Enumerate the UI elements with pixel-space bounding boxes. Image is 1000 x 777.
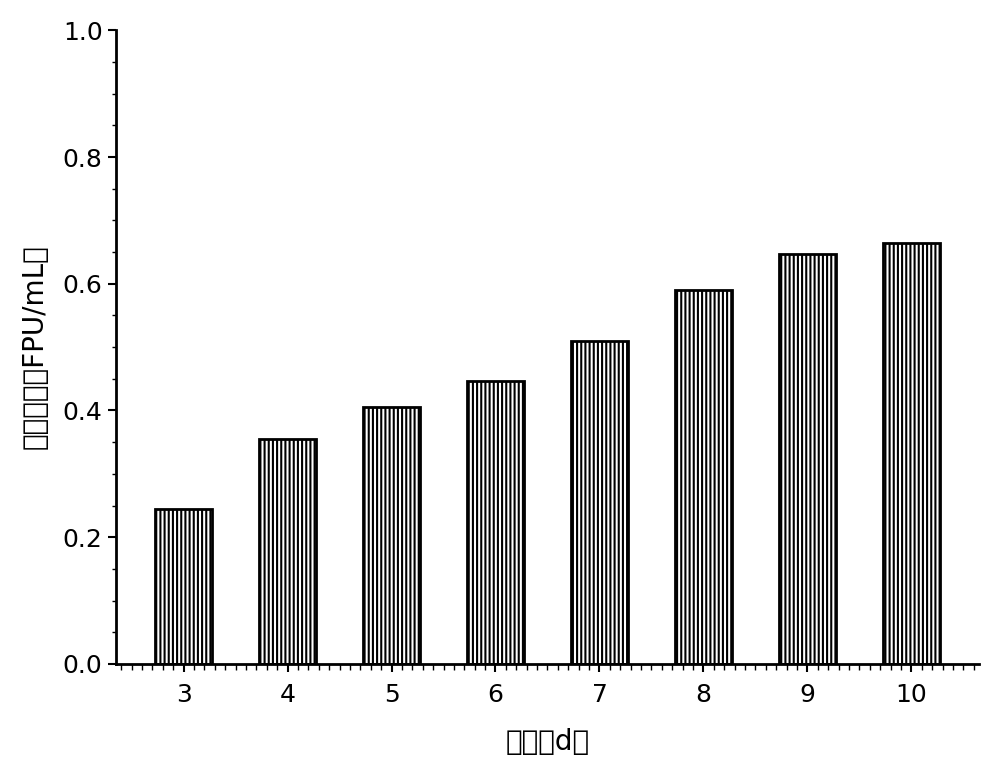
Bar [883, 242, 940, 664]
Bar [363, 407, 420, 664]
Bar [675, 290, 732, 664]
Y-axis label: 滤纸酶活（FPU/mL）: 滤纸酶活（FPU/mL） [21, 245, 49, 449]
X-axis label: 时间（d）: 时间（d） [505, 728, 590, 756]
Bar [259, 439, 316, 664]
Bar [155, 509, 212, 664]
Bar [571, 341, 628, 664]
Bar [779, 254, 836, 664]
Bar [467, 381, 524, 664]
